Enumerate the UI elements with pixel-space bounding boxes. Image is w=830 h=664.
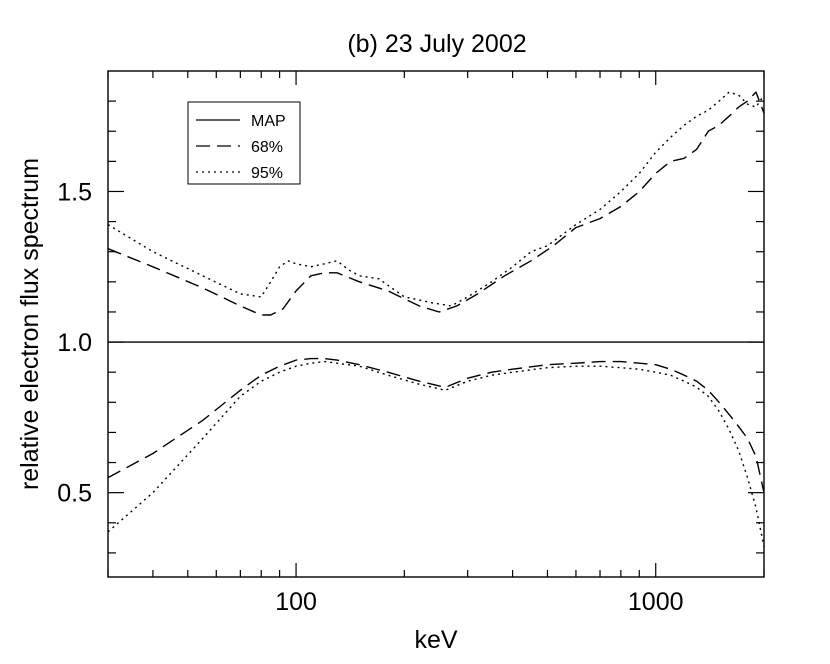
chart-title: (b) 23 July 2002	[347, 30, 526, 58]
y-axis: 0.5 1.0 1.5	[57, 100, 764, 554]
series-layer	[107, 91, 765, 548]
legend-label-95pct: 95%	[251, 165, 283, 182]
y-tick-label: 0.5	[57, 480, 92, 508]
plot-frame	[107, 70, 765, 578]
x-axis-label: keV	[414, 626, 457, 654]
series-68pct-lower-line	[107, 357, 765, 493]
x-tick-label: 100	[275, 588, 317, 616]
legend-box	[187, 101, 301, 185]
series-95pct-lower-line	[107, 360, 765, 548]
y-tick-label: 1.5	[57, 178, 92, 206]
y-tick-label: 1.0	[57, 329, 92, 357]
legend: MAP 68% 95%	[187, 101, 301, 185]
series-68pct-upper-line	[107, 91, 765, 316]
x-tick-label: 1000	[628, 588, 684, 616]
legend-label-68pct: 68%	[251, 139, 283, 156]
legend-label-map: MAP	[251, 113, 286, 130]
x-axis: 100 1000	[107, 71, 765, 616]
y-axis-label: relative electron flux spectrum	[16, 158, 44, 490]
